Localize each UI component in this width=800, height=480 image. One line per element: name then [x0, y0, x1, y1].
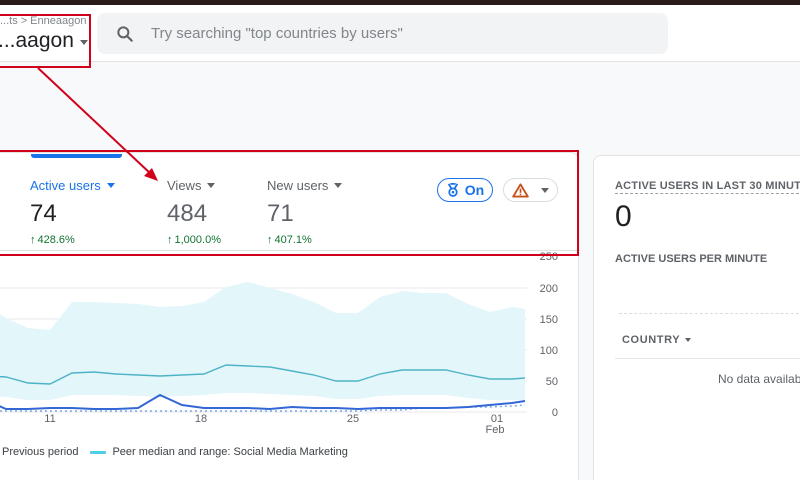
active-tab-indicator	[31, 154, 122, 158]
metric-value: 71	[267, 200, 294, 227]
metric-tab-new-users[interactable]: New users 71 ↑ 407.1%	[267, 178, 343, 246]
metric-tab-views[interactable]: Views 484 ↑ 1,000.0%	[167, 178, 221, 246]
medal-icon	[447, 183, 458, 197]
svg-text:18: 18	[195, 413, 207, 425]
chevron-down-icon[interactable]	[106, 183, 115, 188]
metric-delta: ↑ 428.6%	[30, 234, 75, 246]
svg-text:200: 200	[540, 283, 558, 295]
realtime-title[interactable]: ACTIVE USERS IN LAST 30 MINUTE	[615, 180, 800, 194]
divider	[615, 358, 800, 359]
peer-range-band	[0, 282, 525, 400]
metric-delta: ↑ 1,000.0%	[167, 234, 221, 246]
x-axis-labels: 11 18 25 01 Feb	[44, 413, 504, 436]
metric-value: 484	[167, 200, 208, 227]
per-minute-label: ACTIVE USERS PER MINUTE	[615, 253, 768, 265]
app-header: ...ts > Enneaagon ...aagon Try searching "…	[0, 5, 800, 62]
chevron-down-icon[interactable]	[207, 183, 216, 188]
chart-legend: Previous period Peer median and range: S…	[2, 446, 348, 458]
metric-delta: ↑ 407.1%	[267, 234, 312, 246]
svg-text:0: 0	[552, 407, 558, 419]
legend-peer-median[interactable]: Peer median and range: Social Media Mark…	[112, 446, 348, 458]
no-data-message: No data availab	[718, 372, 800, 386]
svg-text:Feb: Feb	[486, 424, 505, 436]
property-selector[interactable]: ...aagon	[0, 29, 88, 53]
chevron-down-icon	[79, 39, 88, 45]
arrow-up-icon: ↑	[167, 234, 173, 246]
breadcrumb-item-property[interactable]: Enneaagon	[30, 15, 87, 27]
search-bar[interactable]: Try searching "top countries by users"	[97, 13, 668, 54]
breadcrumb-separator-icon: >	[20, 15, 28, 27]
svg-text:01: 01	[491, 413, 503, 425]
metric-tab-active-users[interactable]: Active users 74 ↑ 428.6%	[30, 178, 115, 246]
svg-text:150: 150	[540, 314, 558, 326]
breadcrumb: ...ts > Enneaagon	[0, 15, 86, 27]
benchmark-toggle-chip[interactable]: On	[437, 178, 493, 202]
metric-label: Views	[167, 178, 202, 193]
svg-text:11: 11	[44, 413, 55, 425]
country-column-header[interactable]: COUNTRY	[622, 334, 692, 346]
metric-label: Active users	[30, 178, 101, 193]
realtime-card: ACTIVE USERS IN LAST 30 MINUTE 0 ACTIVE …	[593, 155, 800, 480]
per-minute-chart-baseline	[619, 313, 800, 314]
search-placeholder: Try searching "top countries by users"	[151, 25, 403, 42]
svg-text:50: 50	[546, 376, 558, 388]
chevron-down-icon	[685, 338, 692, 342]
svg-text:25: 25	[347, 413, 359, 425]
legend-peer-swatch	[90, 450, 107, 454]
annotation-box-property	[0, 14, 91, 68]
arrow-up-icon: ↑	[267, 234, 273, 246]
realtime-value: 0	[615, 200, 632, 233]
breadcrumb-item-account[interactable]: ...ts	[0, 15, 18, 27]
benchmark-label: On	[464, 182, 485, 198]
legend-previous-period[interactable]: Previous period	[2, 446, 79, 458]
property-name: ...aagon	[0, 29, 74, 52]
chevron-down-icon[interactable]	[334, 183, 343, 188]
search-icon	[117, 25, 133, 42]
svg-text:100: 100	[540, 345, 558, 357]
peer-median-line	[0, 364, 526, 385]
annotation-box-metrics	[0, 150, 579, 256]
insights-warning-chip[interactable]	[503, 178, 558, 202]
active-users-line	[0, 393, 526, 411]
arrow-up-icon: ↑	[30, 234, 36, 246]
metric-label: New users	[267, 178, 329, 193]
metric-value: 74	[30, 200, 57, 227]
chevron-down-icon	[541, 187, 549, 193]
divider	[0, 250, 580, 251]
warning-icon	[512, 182, 529, 198]
trend-chart[interactable]: 250 200 150 100 50 0 11 18 25 01 Feb	[0, 250, 580, 450]
browser-top-bar	[0, 0, 800, 5]
